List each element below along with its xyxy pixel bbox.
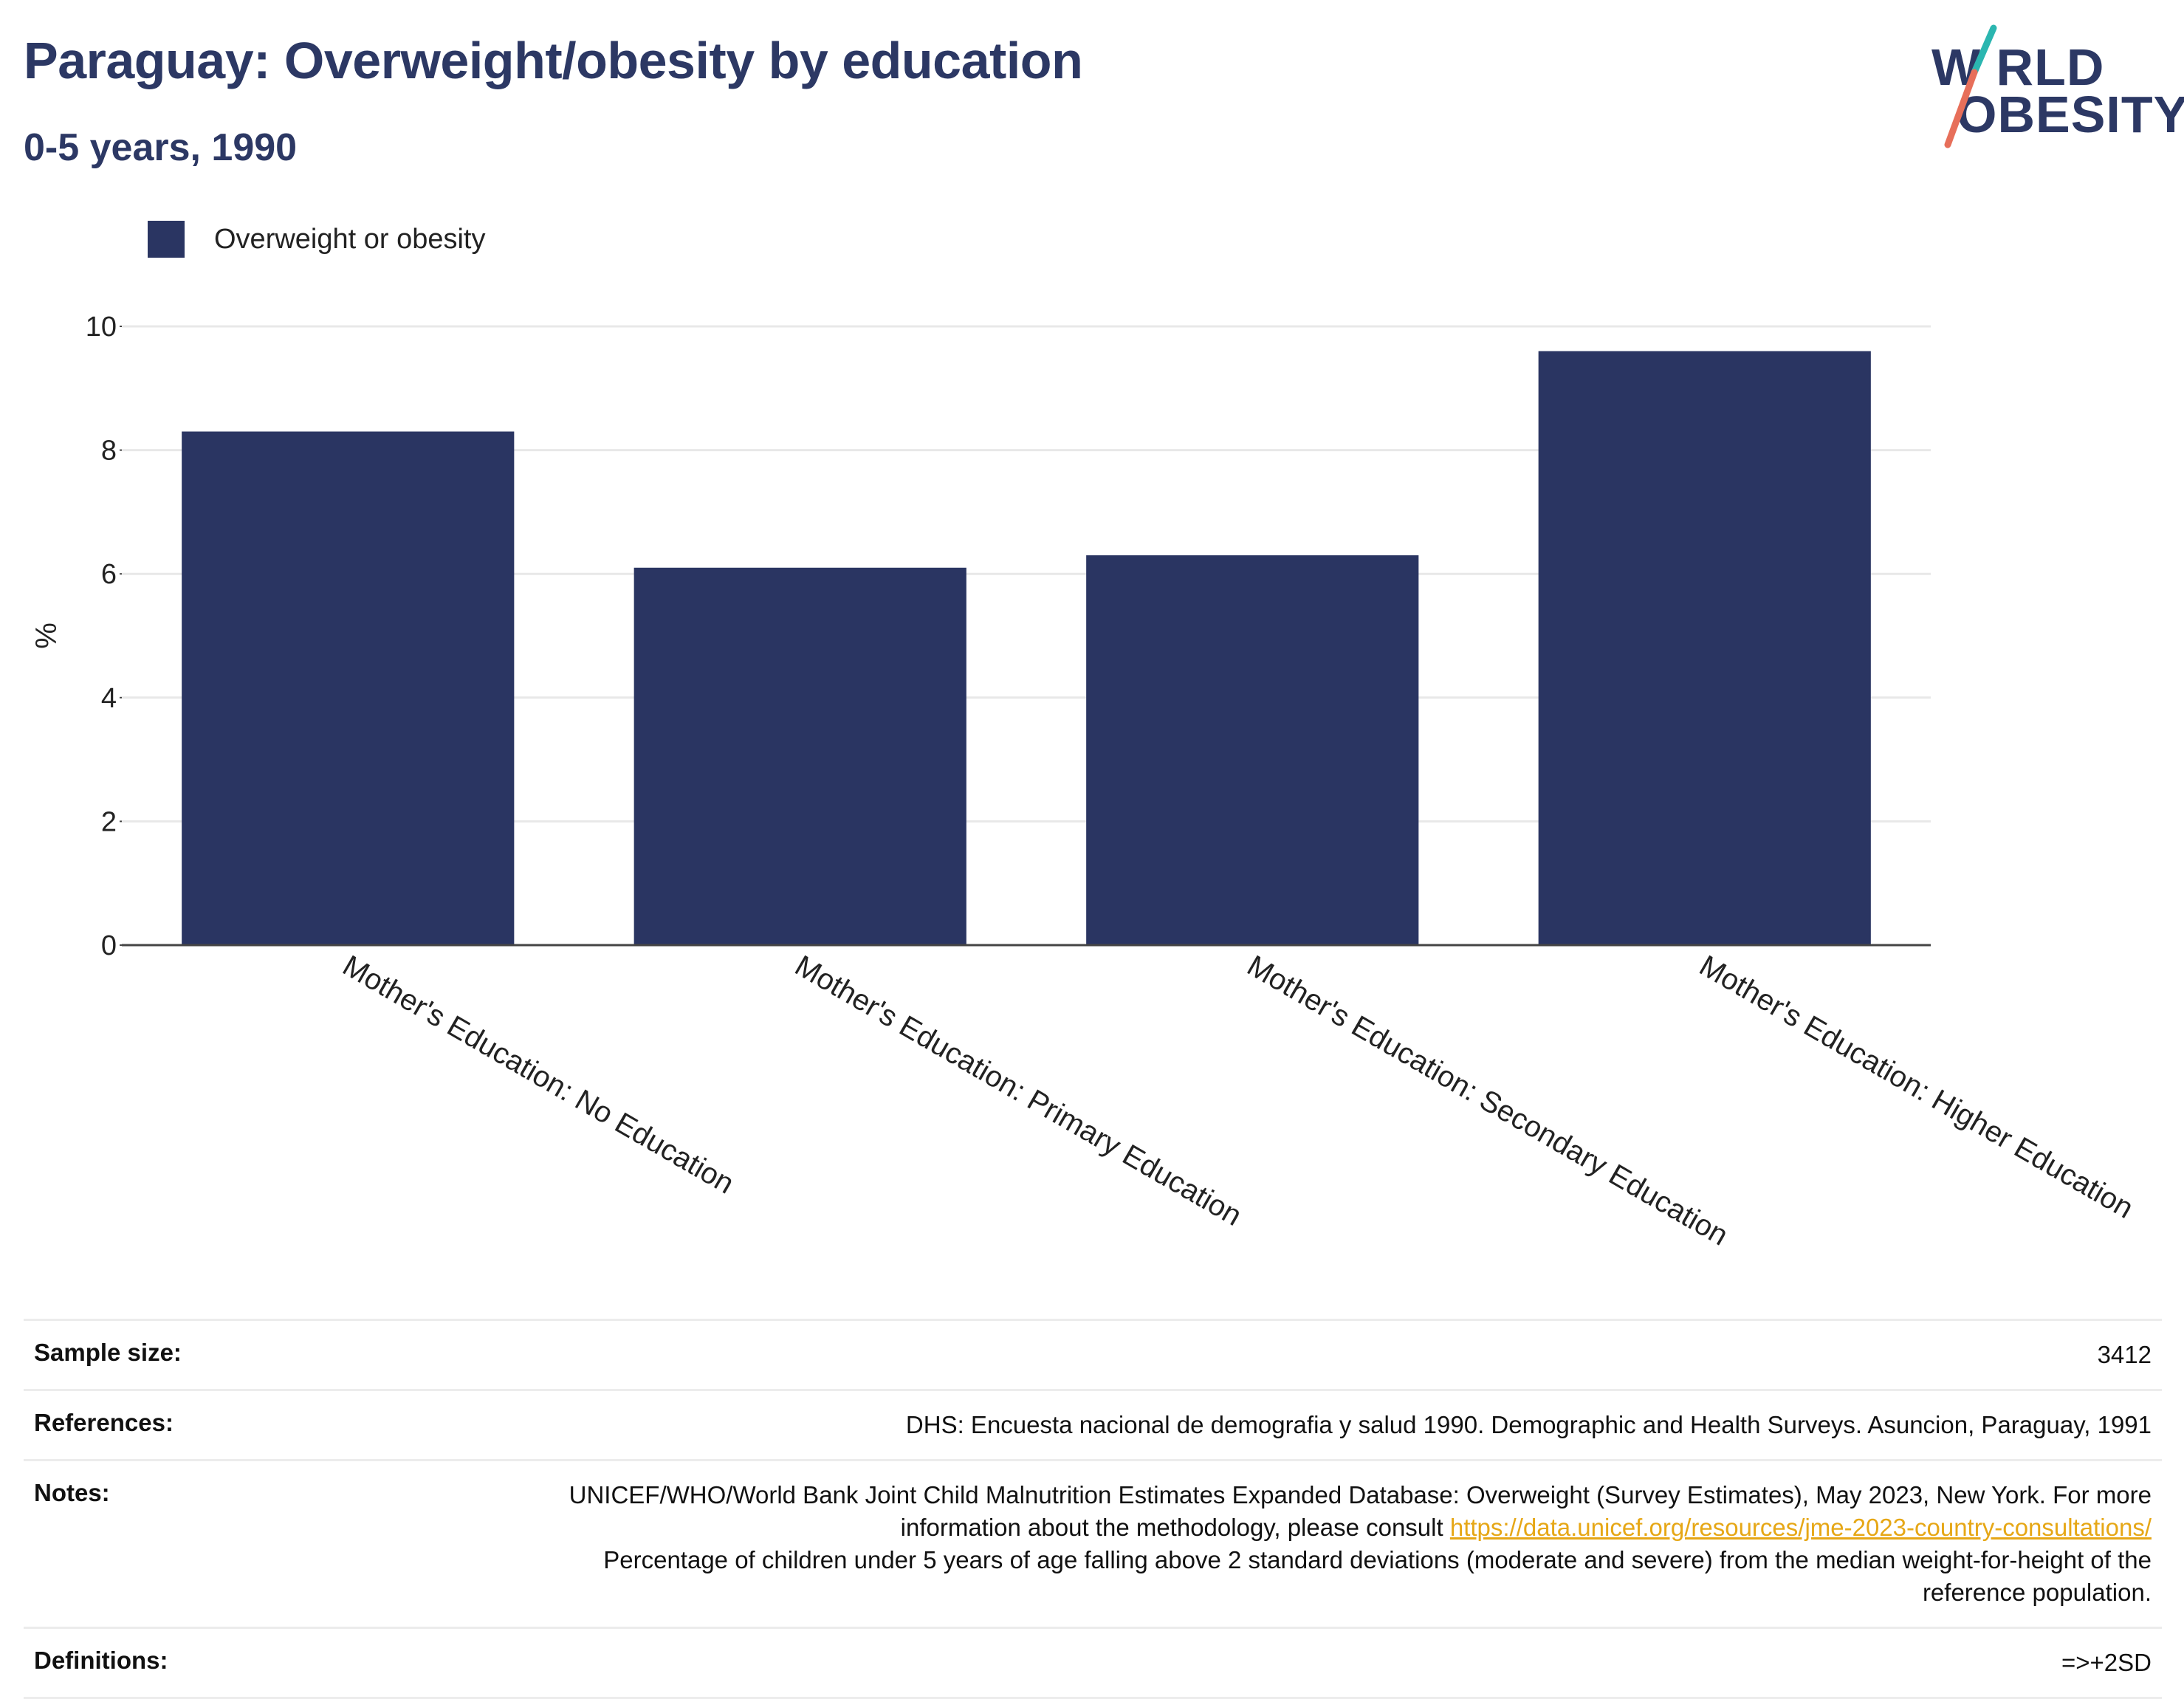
bar-chart: 0 2 4 6 8 10% Mother's Education: No Education… <box>30 312 2139 1252</box>
bar-4 <box>1538 351 1871 945</box>
chart-title: Paraguay: Overweight/obesity by educatio… <box>24 32 1083 89</box>
bar-2 <box>633 567 966 945</box>
legend-swatch <box>148 221 185 258</box>
definitions-value: =>+2SD <box>487 1627 2162 1699</box>
legend: Overweight or obesity <box>148 220 486 258</box>
y-tick-label: 0 <box>101 930 117 961</box>
references-row: References: DHS: Encuesta nacional de de… <box>24 1389 2162 1461</box>
references-label: References: <box>24 1389 487 1461</box>
y-tick-label: 8 <box>101 436 117 467</box>
bar-3 <box>1086 555 1419 945</box>
info-table: Sample size: 3412 References: DHS: Encue… <box>24 1319 2162 1699</box>
sample-size-row: Sample size: 3412 <box>24 1319 2162 1391</box>
y-tick-label: 4 <box>101 683 117 714</box>
x-tick-label: Mother's Education: Primary Education <box>789 950 1247 1232</box>
notes-text-2: Percentage of children under 5 years of … <box>603 1546 2152 1606</box>
logo-line-2: OBESITY <box>1957 86 2184 143</box>
y-axis-label: % <box>30 622 63 649</box>
definitions-label: Definitions: <box>24 1627 487 1699</box>
y-tick-label: 10 <box>86 312 117 343</box>
chart-subtitle: 0-5 years, 1990 <box>24 126 298 169</box>
x-tick-label: Mother's Education: No Education <box>337 950 740 1201</box>
references-value: DHS: Encuesta nacional de demografia y s… <box>487 1389 2162 1461</box>
notes-text-1: UNICEF/WHO/World Bank Joint Child Malnut… <box>569 1481 2152 1541</box>
notes-row: Notes: UNICEF/WHO/World Bank Joint Child… <box>24 1459 2162 1629</box>
y-tick-label: 6 <box>101 559 117 590</box>
notes-link[interactable]: https://data.unicef.org/resources/jme-20… <box>1449 1514 2152 1541</box>
notes-value: UNICEF/WHO/World Bank Joint Child Malnut… <box>487 1459 2162 1629</box>
y-tick-label: 2 <box>101 806 117 837</box>
bar-1 <box>182 431 515 945</box>
world-obesity-logo: W RLD OBESITY <box>1920 21 2184 154</box>
sample-size-value: 3412 <box>487 1319 2162 1391</box>
x-tick-label: Mother's Education: Secondary Education <box>1242 950 1734 1252</box>
legend-label: Overweight or obesity <box>214 223 486 255</box>
definitions-row: Definitions: =>+2SD <box>24 1627 2162 1699</box>
x-tick-label: Mother's Education: Higher Education <box>1694 950 2138 1225</box>
logo-line-1: W RLD <box>1931 38 2105 96</box>
sample-size-label: Sample size: <box>24 1319 487 1391</box>
notes-label: Notes: <box>24 1459 487 1629</box>
logo-slash-icon <box>1944 24 1997 148</box>
